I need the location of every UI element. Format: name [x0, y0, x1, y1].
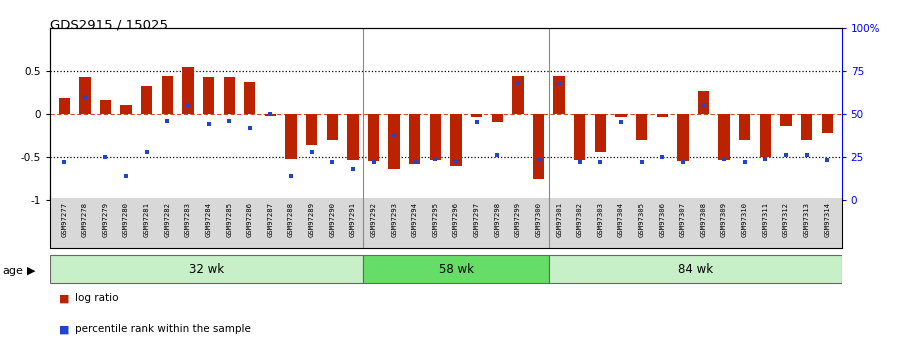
- Text: GSM97309: GSM97309: [721, 203, 727, 237]
- Text: GSM97283: GSM97283: [185, 203, 191, 237]
- Text: GDS2915 / 15025: GDS2915 / 15025: [50, 19, 167, 32]
- Text: GSM97303: GSM97303: [597, 203, 604, 237]
- Bar: [739, 114, 750, 140]
- Text: GSM97302: GSM97302: [576, 203, 583, 237]
- Bar: [574, 114, 586, 159]
- Bar: [698, 91, 710, 114]
- Bar: [801, 114, 813, 140]
- Text: GSM97304: GSM97304: [618, 203, 624, 237]
- Bar: [100, 100, 111, 114]
- Bar: [182, 67, 194, 114]
- Text: ■: ■: [59, 325, 70, 334]
- Bar: [430, 114, 441, 160]
- Text: GSM97282: GSM97282: [165, 203, 170, 237]
- Bar: [512, 76, 524, 114]
- Text: percentile rank within the sample: percentile rank within the sample: [75, 325, 251, 334]
- Text: GSM97308: GSM97308: [700, 203, 707, 237]
- Bar: [491, 114, 503, 122]
- Text: GSM97305: GSM97305: [639, 203, 644, 237]
- Text: GSM97285: GSM97285: [226, 203, 233, 237]
- Bar: [224, 77, 235, 114]
- Bar: [120, 105, 132, 114]
- FancyBboxPatch shape: [50, 255, 363, 283]
- Bar: [79, 77, 91, 114]
- Text: GSM97306: GSM97306: [659, 203, 665, 237]
- Text: GSM97296: GSM97296: [453, 203, 459, 237]
- Text: GSM97280: GSM97280: [123, 203, 129, 237]
- Bar: [595, 114, 606, 152]
- Bar: [656, 114, 668, 117]
- Text: 32 wk: 32 wk: [189, 263, 224, 276]
- Text: ■: ■: [59, 294, 70, 303]
- Text: GSM97307: GSM97307: [680, 203, 686, 237]
- Bar: [615, 114, 626, 117]
- Text: GSM97311: GSM97311: [762, 203, 768, 237]
- Bar: [636, 114, 647, 140]
- Bar: [719, 114, 729, 159]
- Bar: [244, 82, 255, 114]
- Text: GSM97277: GSM97277: [62, 203, 67, 237]
- Bar: [533, 114, 544, 179]
- Bar: [306, 114, 318, 145]
- Bar: [162, 76, 173, 114]
- Bar: [59, 98, 70, 114]
- Text: GSM97295: GSM97295: [433, 203, 438, 237]
- Text: GSM97314: GSM97314: [824, 203, 830, 237]
- Text: GSM97287: GSM97287: [268, 203, 273, 237]
- Text: GSM97291: GSM97291: [350, 203, 356, 237]
- Text: 84 wk: 84 wk: [678, 263, 713, 276]
- Text: log ratio: log ratio: [75, 294, 119, 303]
- Text: GSM97293: GSM97293: [391, 203, 397, 237]
- FancyBboxPatch shape: [363, 255, 548, 283]
- Bar: [471, 114, 482, 117]
- Bar: [451, 114, 462, 166]
- Bar: [141, 86, 152, 114]
- Bar: [265, 114, 276, 117]
- Bar: [780, 114, 792, 126]
- Bar: [409, 114, 421, 164]
- Text: GSM97284: GSM97284: [205, 203, 212, 237]
- Text: GSM97289: GSM97289: [309, 203, 315, 237]
- Bar: [367, 114, 379, 161]
- Text: age: age: [3, 266, 24, 276]
- Text: GSM97288: GSM97288: [288, 203, 294, 237]
- Text: GSM97281: GSM97281: [144, 203, 149, 237]
- Text: GSM97292: GSM97292: [370, 203, 376, 237]
- Text: GSM97278: GSM97278: [81, 203, 88, 237]
- Text: 58 wk: 58 wk: [439, 263, 473, 276]
- Bar: [677, 114, 689, 161]
- Text: GSM97312: GSM97312: [783, 203, 789, 237]
- Text: GSM97290: GSM97290: [329, 203, 335, 237]
- Text: GSM97294: GSM97294: [412, 203, 418, 237]
- Text: GSM97299: GSM97299: [515, 203, 521, 237]
- Text: GSM97286: GSM97286: [247, 203, 252, 237]
- Bar: [327, 114, 338, 140]
- Bar: [388, 114, 400, 169]
- Text: GSM97313: GSM97313: [804, 203, 810, 237]
- Bar: [554, 76, 565, 114]
- Text: GSM97279: GSM97279: [102, 203, 109, 237]
- Bar: [203, 77, 214, 114]
- Bar: [348, 114, 358, 160]
- Bar: [759, 114, 771, 157]
- Text: GSM97301: GSM97301: [557, 203, 562, 237]
- Text: ▶: ▶: [27, 266, 35, 276]
- Bar: [822, 114, 833, 133]
- Text: GSM97300: GSM97300: [536, 203, 541, 237]
- FancyBboxPatch shape: [548, 255, 842, 283]
- Bar: [285, 114, 297, 159]
- Text: GSM97298: GSM97298: [494, 203, 500, 237]
- Text: GSM97297: GSM97297: [473, 203, 480, 237]
- Text: GSM97310: GSM97310: [742, 203, 748, 237]
